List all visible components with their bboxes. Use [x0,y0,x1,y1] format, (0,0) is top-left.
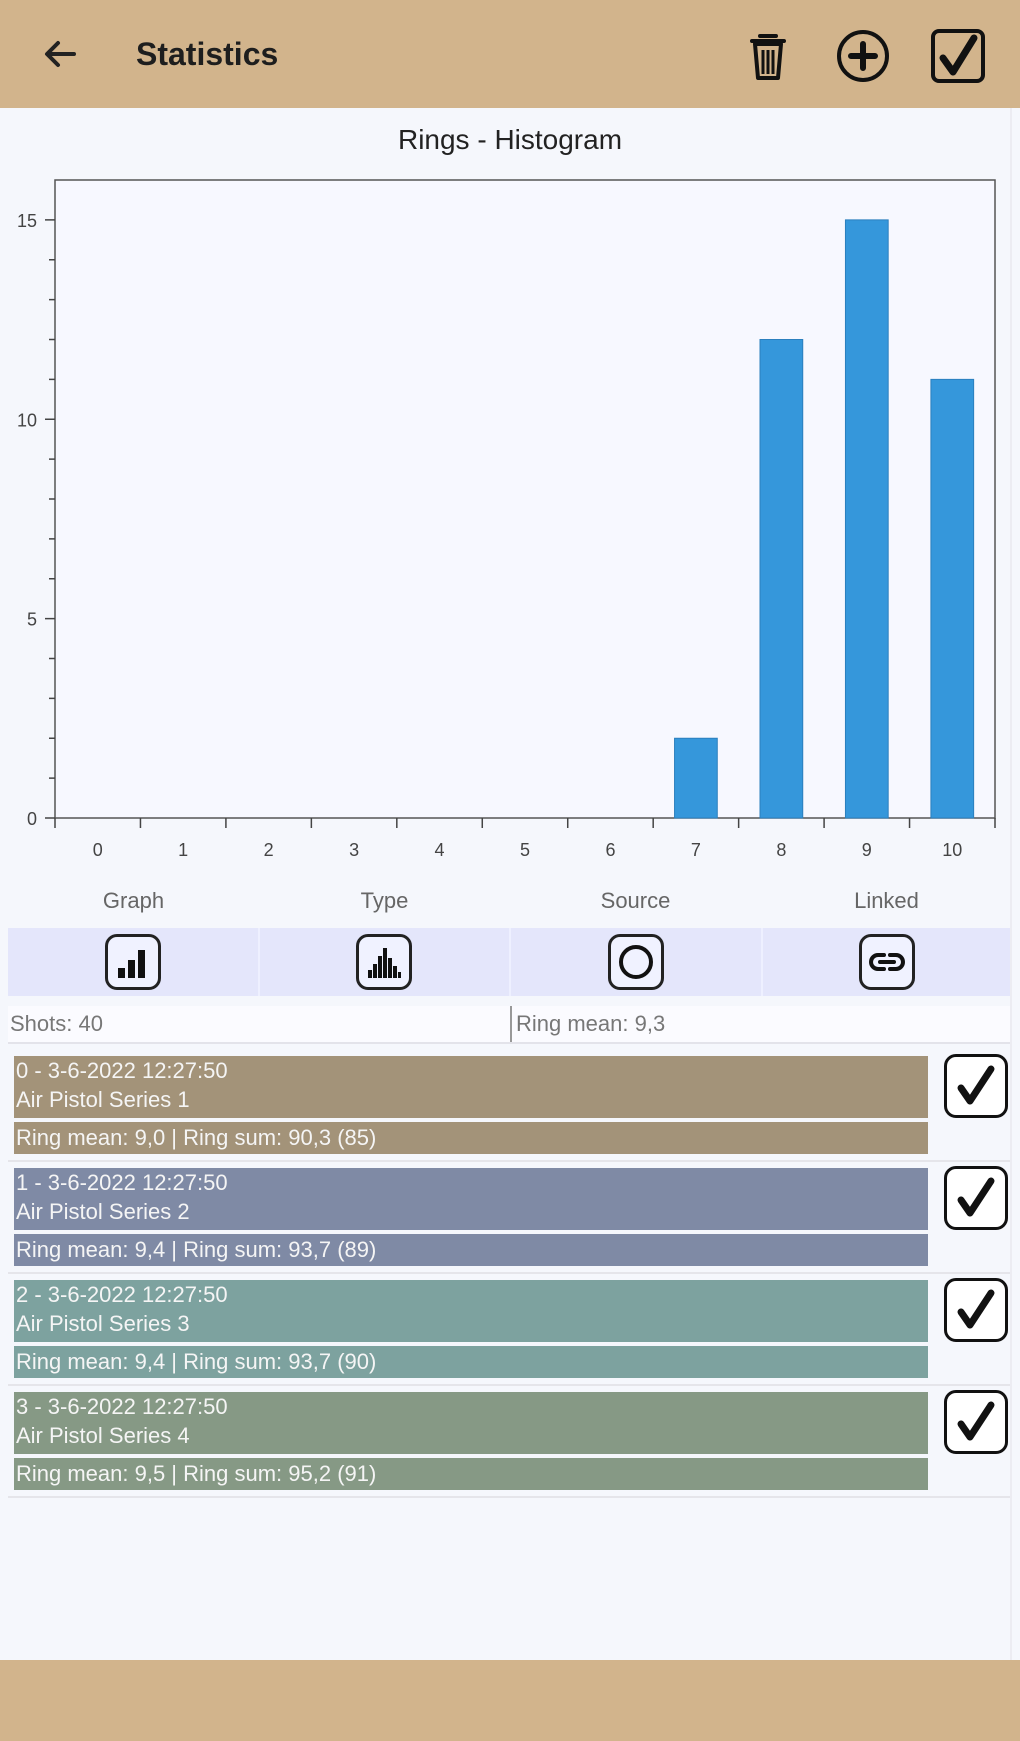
y-tick-label: 5 [27,610,37,630]
series-header: 2 - 3-6-2022 12:27:50 Air Pistol Series … [14,1280,928,1342]
linked-cell [763,928,1013,996]
series-row[interactable]: 3 - 3-6-2022 12:27:50 Air Pistol Series … [8,1386,1012,1498]
control-labels: Graph Type Source Linked [8,888,1012,918]
series-title: 2 - 3-6-2022 12:27:50 [16,1282,228,1307]
series-summary: Ring mean: 9,4 | Ring sum: 93,7 (90) [14,1346,928,1378]
x-tick-label: 1 [178,840,188,860]
x-tick-label: 7 [691,840,701,860]
series-title: 0 - 3-6-2022 12:27:50 [16,1058,228,1083]
series-checkbox[interactable] [944,1278,1008,1342]
back-arrow-icon[interactable] [36,30,84,78]
select-all-check-icon[interactable] [928,26,988,86]
x-tick-label: 0 [93,840,103,860]
series-header: 3 - 3-6-2022 12:27:50 Air Pistol Series … [14,1392,928,1454]
series-header: 0 - 3-6-2022 12:27:50 Air Pistol Series … [14,1056,928,1118]
ring-mean: Ring mean: 9,3 [510,1006,1012,1042]
series-name: Air Pistol Series 2 [16,1199,190,1224]
series-list: 0 - 3-6-2022 12:27:50 Air Pistol Series … [8,1050,1012,1498]
source-cell [511,928,763,996]
series-checkbox[interactable] [944,1166,1008,1230]
bottom-bar [0,1660,1020,1741]
series-summary: Ring mean: 9,4 | Ring sum: 93,7 (89) [14,1234,928,1266]
series-row[interactable]: 2 - 3-6-2022 12:27:50 Air Pistol Series … [8,1274,1012,1386]
series-row[interactable]: 0 - 3-6-2022 12:27:50 Air Pistol Series … [8,1050,1012,1162]
histogram-bar [674,737,718,819]
plot-frame [54,179,996,819]
divider [1010,108,1012,1660]
histogram-bar [844,219,889,819]
link-icon[interactable] [859,934,916,990]
series-header: 1 - 3-6-2022 12:27:50 Air Pistol Series … [14,1168,928,1230]
graph-cell [8,928,260,996]
histogram-bar [759,339,804,819]
series-title: 1 - 3-6-2022 12:27:50 [16,1170,228,1195]
x-tick-label: 5 [520,840,530,860]
x-tick-label: 10 [942,840,962,860]
series-title: 3 - 3-6-2022 12:27:50 [16,1394,228,1419]
type-cell [260,928,511,996]
source-label: Source [600,888,671,913]
x-tick-label: 4 [435,840,445,860]
control-bar [8,928,1012,996]
x-tick-label: 3 [349,840,359,860]
histogram-chart: 0 5 10 15 0 1 2 3 4 5 6 7 8 9 10 [17,179,996,860]
graph-label: Graph [102,888,165,913]
x-tick-label: 9 [862,840,872,860]
series-summary: Ring mean: 9,5 | Ring sum: 95,2 (91) [14,1458,928,1490]
x-tick-label: 8 [776,840,786,860]
series-checkbox[interactable] [944,1054,1008,1118]
y-tick-label: 15 [17,211,37,231]
stats-bar: Shots: 40 Ring mean: 9,3 [8,1006,1012,1044]
series-row[interactable]: 1 - 3-6-2022 12:27:50 Air Pistol Series … [8,1162,1012,1274]
type-label: Type [360,888,409,913]
chart-title: Rings - Histogram [397,124,623,155]
add-circle-icon[interactable] [833,26,893,86]
x-tick-label: 6 [605,840,615,860]
histogram-icon[interactable] [356,934,413,990]
x-tick-label: 2 [264,840,274,860]
app-bar: Statistics [0,0,1020,108]
trash-icon[interactable] [738,26,798,86]
series-summary: Ring mean: 9,0 | Ring sum: 90,3 (85) [14,1122,928,1154]
linked-label: Linked [854,888,919,913]
histogram-bar [930,378,975,819]
series-name: Air Pistol Series 3 [16,1311,190,1336]
circle-icon[interactable] [607,934,664,990]
y-tick-label: 0 [27,809,37,829]
bar-chart-icon[interactable] [104,934,161,990]
page-title: Statistics [136,36,279,72]
series-checkbox[interactable] [944,1390,1008,1454]
series-name: Air Pistol Series 1 [16,1087,190,1112]
shots-count: Shots: 40 [10,1011,103,1036]
y-tick-label: 10 [17,410,37,430]
series-name: Air Pistol Series 4 [16,1423,190,1448]
